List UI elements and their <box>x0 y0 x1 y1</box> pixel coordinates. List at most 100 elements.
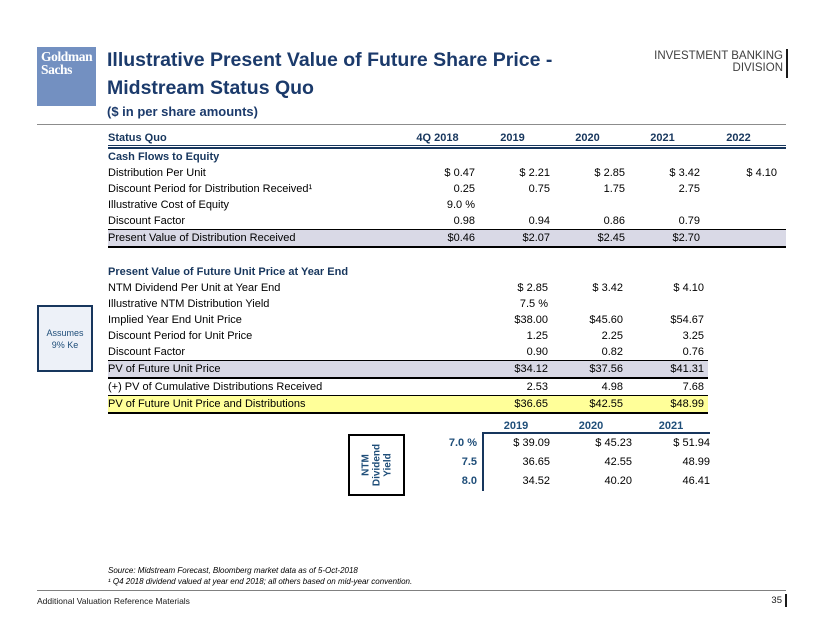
sensitivity-header-row: 2019 2020 2021 <box>482 419 710 434</box>
cell-value: 9.0 % <box>446 199 475 211</box>
row-label: Discount Factor <box>108 346 186 358</box>
cell-value: $ 2.21 <box>519 167 550 179</box>
cell-value: $34.12 <box>514 363 548 375</box>
cell-value: $ 4.10 <box>673 282 704 294</box>
cell-value: $41.31 <box>670 363 704 375</box>
table-row: NTM Dividend Per Unit at Year End $ 2.85 $… <box>108 280 708 296</box>
column-header: 2019 <box>503 420 529 432</box>
cell-value: 0.94 <box>528 215 550 227</box>
cell-value: $54.67 <box>670 314 704 326</box>
cell-value: $ 3.42 <box>592 282 623 294</box>
cell-value: $2.45 <box>597 232 625 244</box>
cell-value <box>623 296 708 312</box>
column-header: 2022 <box>726 132 751 144</box>
row-label: 7.0 % <box>448 437 477 449</box>
division-divider <box>786 49 788 78</box>
page-title-line-1: Illustrative Present Value of Future Sha… <box>107 49 553 71</box>
page-title-line-2: Midstream Status Quo <box>107 77 314 99</box>
table-row: Illustrative Cost of Equity 9.0 % <box>108 197 786 213</box>
cell-value <box>475 197 550 213</box>
row-label: PV of Future Unit Price <box>108 363 221 375</box>
cell-value: 0.86 <box>603 215 625 227</box>
cell-value <box>700 230 786 246</box>
cell-value: 0.79 <box>678 215 700 227</box>
cell-value: $45.60 <box>589 314 623 326</box>
column-header: 2020 <box>575 132 600 144</box>
table-row: Discount Period for Unit Price 1.25 2.25 3.… <box>108 328 708 344</box>
cell-value <box>548 264 623 280</box>
cell-value: 7.68 <box>682 381 704 393</box>
division-line-2: DIVISION <box>732 62 783 74</box>
header-rule <box>37 124 786 125</box>
row-label: 7.5 <box>461 456 477 468</box>
cell-value <box>623 264 708 280</box>
sensitivity-table: 2019 2020 2021 7.0 % $ 39.09 $ 45.23 $ 51.9… <box>448 419 710 491</box>
cell-value: $48.99 <box>670 398 704 410</box>
cell-value: 46.41 <box>682 475 710 487</box>
ntm-dividend-yield-axis-box: NTM Dividend Yield <box>348 434 405 496</box>
cell-value: $ 39.09 <box>482 434 550 453</box>
table-row: Distribution Per Unit $ 0.47 $ 2.21 $ 2.85 $… <box>108 165 786 181</box>
row-label: Illustrative NTM Distribution Yield <box>108 298 270 310</box>
row-label: Discount Period for Unit Price <box>108 330 253 342</box>
cell-value <box>548 296 623 312</box>
footer-rule <box>37 590 786 591</box>
assumes-note-text: Assumes 9% Ke <box>46 327 84 350</box>
cell-value: $ 45.23 <box>595 437 632 449</box>
cell-value: 34.52 <box>482 472 550 491</box>
cash-flows-table: Status Quo 4Q 2018 2019 2020 2021 2022 C… <box>108 132 786 248</box>
table-row: PV of Future Unit Price $34.12 $37.56 $41.3… <box>108 360 708 379</box>
row-label: Discount Period for Distribution Receive… <box>108 183 313 195</box>
table-row: Discount Factor 0.90 0.82 0.76 <box>108 344 708 360</box>
row-label: Cash Flows to Equity <box>108 151 220 163</box>
cell-value: 36.65 <box>482 453 550 472</box>
column-header: Status Quo <box>108 132 167 144</box>
table-row: 7.5 36.65 42.55 48.99 <box>448 453 710 472</box>
division-label: INVESTMENT BANKING DIVISION <box>654 50 783 74</box>
page-number: 35 <box>771 595 782 606</box>
cell-value <box>700 197 786 213</box>
column-header: 2019 <box>500 132 525 144</box>
cell-value: 0.76 <box>682 346 704 358</box>
table-row: Present Value of Distribution Received $0… <box>108 229 786 248</box>
cell-value: 40.20 <box>604 475 632 487</box>
cell-value <box>700 213 786 229</box>
cell-value: 0.82 <box>601 346 623 358</box>
table-row: Illustrative NTM Distribution Yield 7.5 % <box>108 296 708 312</box>
footer-section-title: Additional Valuation Reference Materials <box>37 596 190 606</box>
row-label: 8.0 <box>461 475 477 487</box>
table-row: 7.0 % $ 39.09 $ 45.23 $ 51.94 <box>448 434 710 453</box>
cell-value: $ 51.94 <box>673 437 710 449</box>
table-row: Discount Period for Distribution Receive… <box>108 181 786 197</box>
cell-value <box>550 149 625 165</box>
goldman-sachs-logo: Goldman Sachs <box>37 47 96 106</box>
cell-value: 0.75 <box>528 183 550 195</box>
column-header: 2020 <box>578 420 604 432</box>
cell-value: 0.98 <box>453 215 475 227</box>
cell-value: 0.25 <box>453 183 475 195</box>
cell-value <box>550 197 625 213</box>
cell-value <box>625 149 700 165</box>
row-label: Present Value of Future Unit Price at Ye… <box>108 266 349 278</box>
table-row: 8.0 34.52 40.20 46.41 <box>448 472 710 491</box>
table-body: Cash Flows to Equity Distribution Per Uni… <box>108 149 786 248</box>
cell-value <box>700 149 786 165</box>
cell-value: 48.99 <box>682 456 710 468</box>
cell-value <box>700 181 786 197</box>
cell-value: $2.70 <box>672 232 700 244</box>
row-label: Distribution Per Unit <box>108 167 206 179</box>
table-row: PV of Future Unit Price and Distribution… <box>108 395 708 414</box>
cell-value <box>475 149 550 165</box>
table-body: 7.0 % $ 39.09 $ 45.23 $ 51.94 7.5 36.65 42.55 4… <box>448 434 710 491</box>
cell-value <box>400 264 548 280</box>
column-header: 4Q 2018 <box>416 132 459 144</box>
cell-value: 1.75 <box>603 183 625 195</box>
division-line-1: INVESTMENT BANKING <box>654 50 783 62</box>
table-body: Present Value of Future Unit Price at Ye… <box>108 264 708 414</box>
cell-value: $ 2.85 <box>517 282 548 294</box>
pv-future-unit-price-table: Present Value of Future Unit Price at Ye… <box>108 264 708 414</box>
page-title: Illustrative Present Value of Future Sha… <box>107 46 667 102</box>
logo-line-2: Sachs <box>41 61 73 77</box>
cell-value: 7.5 % <box>519 298 548 310</box>
